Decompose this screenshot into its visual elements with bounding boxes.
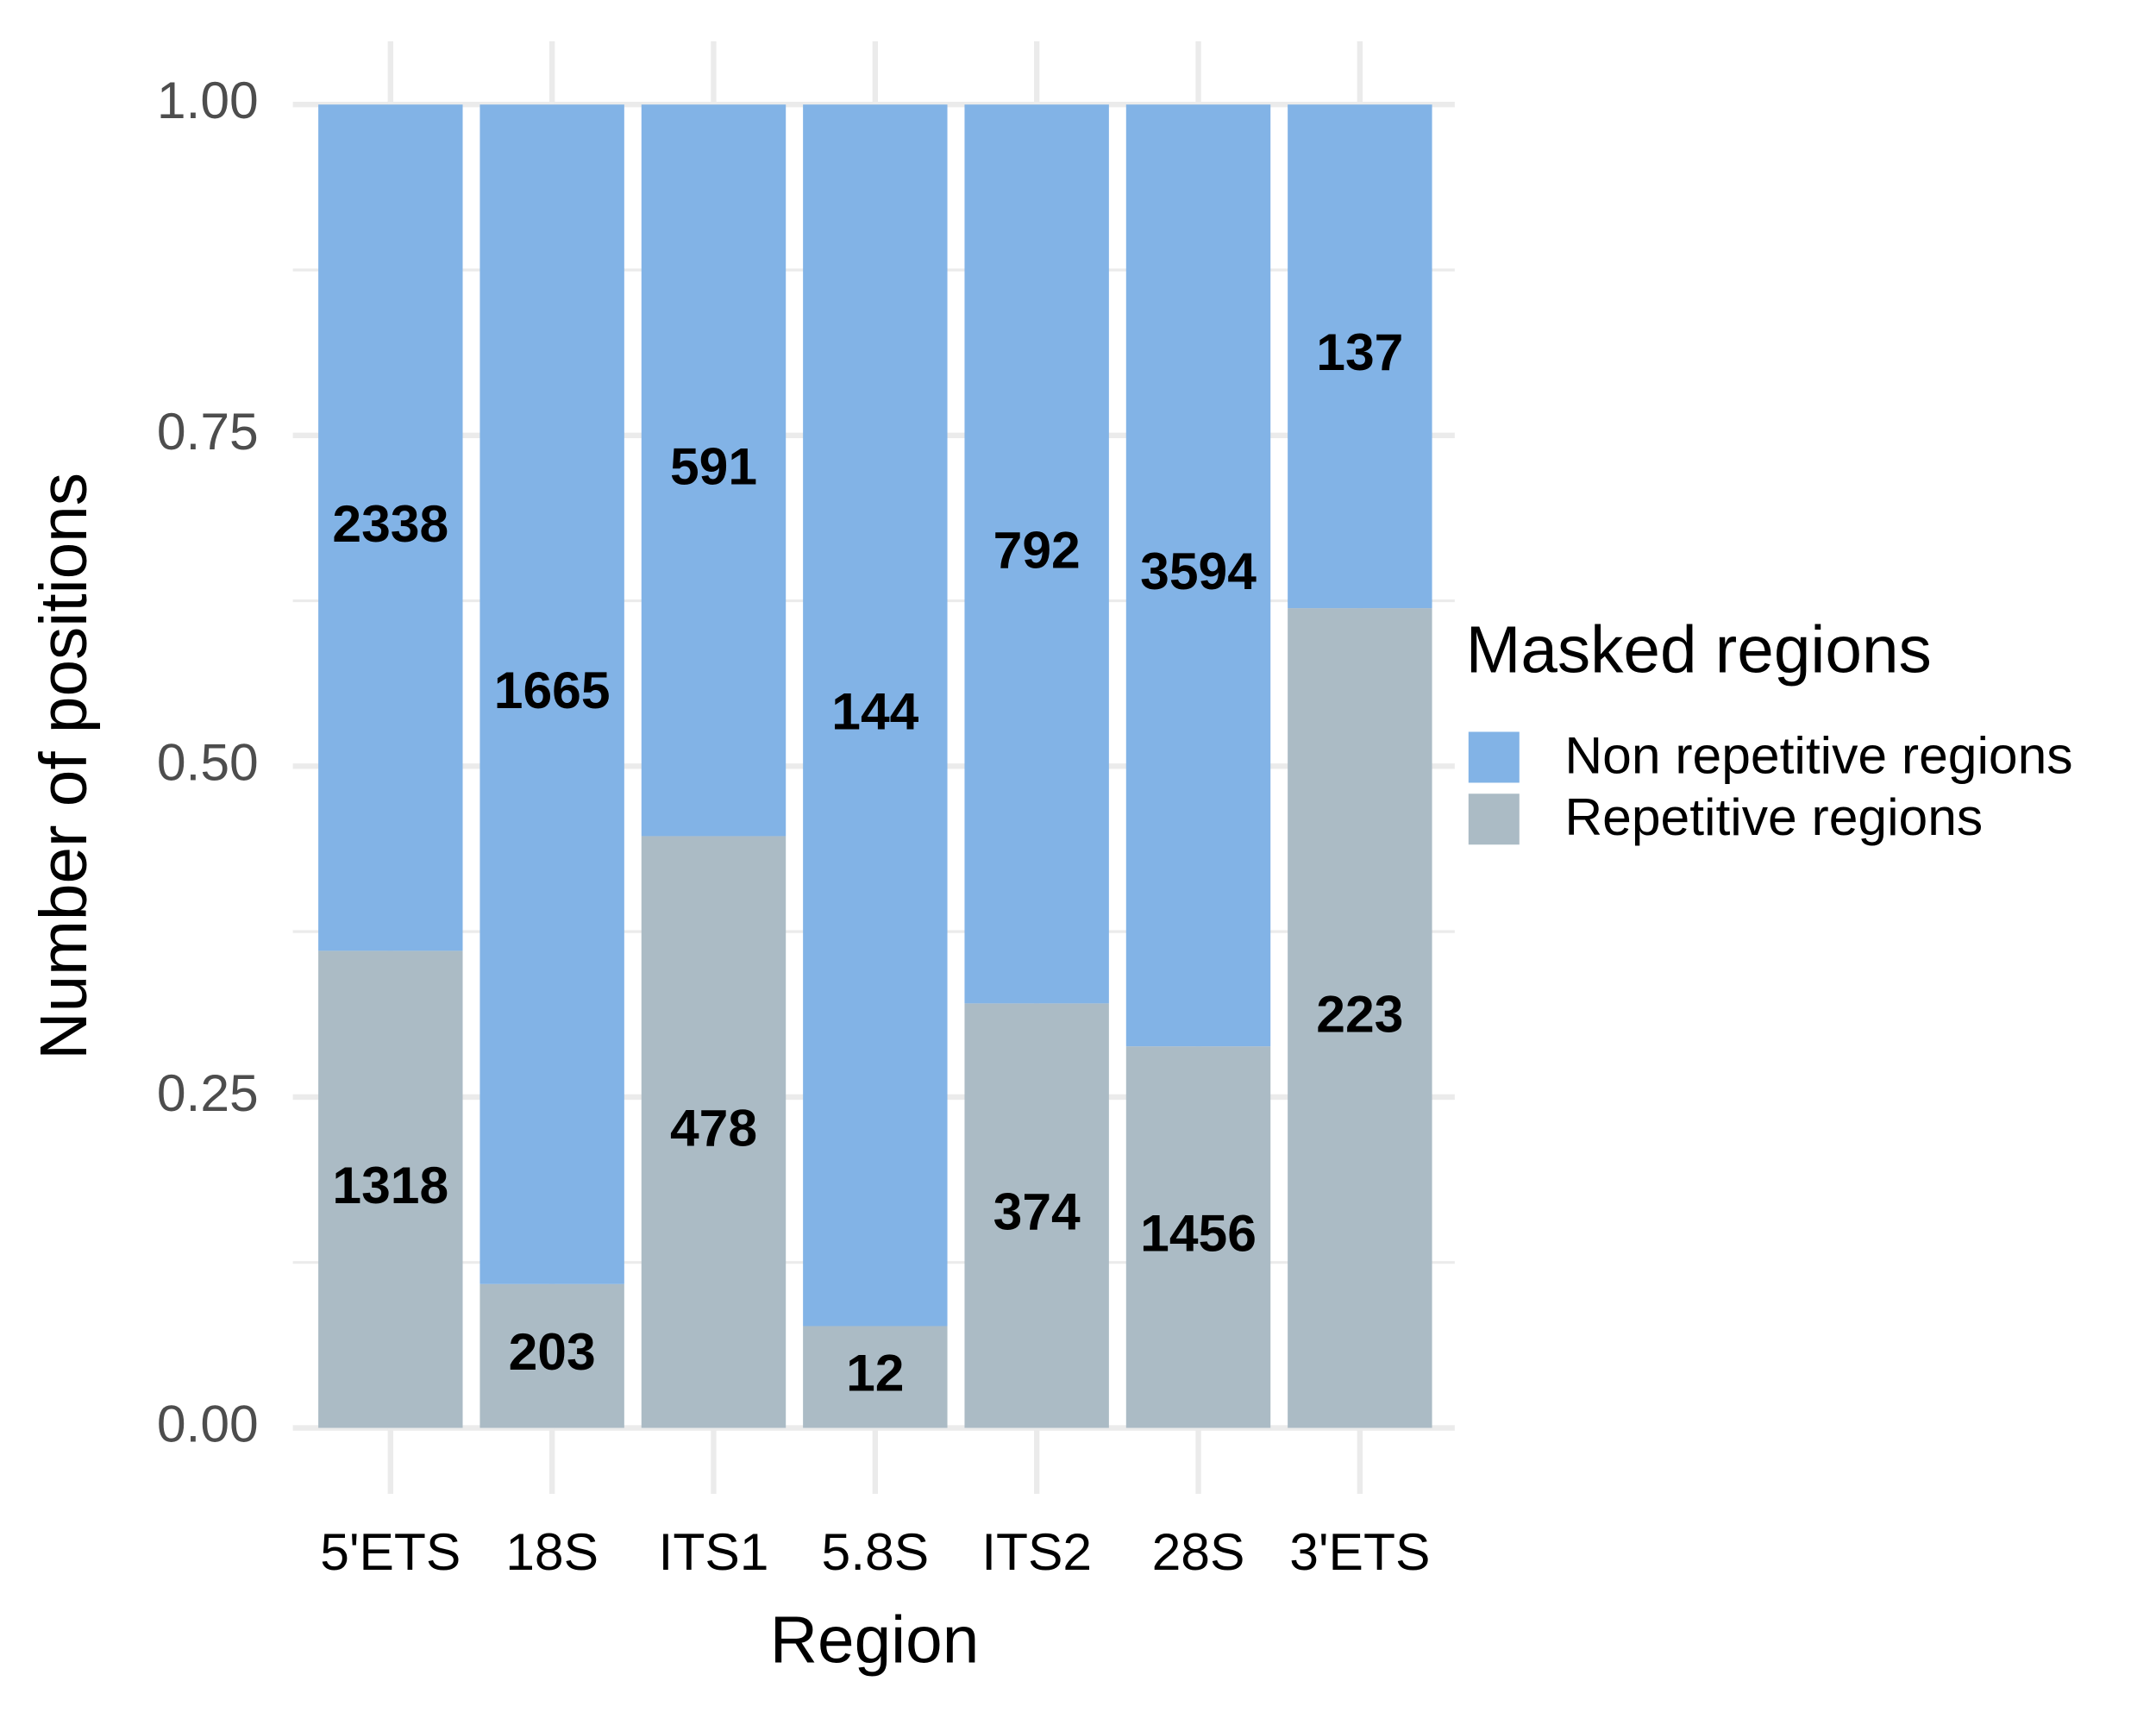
data-label: 2338 [332,494,448,553]
bar-segment [641,836,787,1428]
y-axis-title: Number of positions [28,473,101,1060]
bar-segment [803,104,948,1327]
x-axis-title: Region [770,1604,979,1678]
bar-segment [479,104,624,1284]
y-tick-label: 0.50 [157,732,259,791]
data-label: 1456 [1140,1203,1257,1262]
data-label: 374 [993,1182,1081,1240]
y-tick-label: 0.25 [157,1063,259,1122]
y-tick-label: 0.00 [157,1394,259,1452]
data-label: 223 [1316,984,1403,1043]
bar-segment [803,1326,948,1428]
data-label: 1318 [332,1156,448,1214]
bar-segment [641,104,787,837]
data-label: 792 [993,520,1081,579]
legend-swatch [1468,794,1520,845]
x-tick-label: ITS2 [981,1522,1092,1581]
x-tick-label: 18S [505,1522,599,1581]
bar-segment [1125,1046,1271,1428]
x-tick-label: 5.8S [822,1522,930,1581]
bar-segment [964,104,1109,1004]
bar-segment [318,950,463,1428]
legend-title: Masked regions [1466,613,1932,687]
bar-segment [479,1283,624,1428]
data-label: 137 [1316,323,1403,381]
legend-label: Non repetitive regions [1564,725,2072,784]
x-tick-label: 5'ETS [320,1522,461,1581]
bar-segment [1125,104,1271,1047]
bar-segment [1288,104,1432,609]
data-label: 203 [509,1322,596,1381]
legend-label: Repetitive regions [1564,787,1983,846]
bar-segment [318,104,463,951]
y-tick-label: 1.00 [157,71,259,129]
data-label: 478 [670,1098,757,1157]
x-tick-label: 28S [1152,1522,1245,1581]
data-label: 1665 [494,661,611,719]
data-label: 591 [670,436,757,495]
x-tick-label: 3'ETS [1289,1522,1430,1581]
legend-swatch [1468,731,1520,783]
x-tick-label: ITS1 [659,1522,769,1581]
data-label: 12 [846,1343,904,1402]
bar-segment [964,1003,1109,1428]
bar-segment [1288,608,1432,1428]
data-label: 3594 [1140,542,1257,600]
data-label: 144 [831,681,918,740]
y-tick-label: 0.75 [157,402,259,461]
